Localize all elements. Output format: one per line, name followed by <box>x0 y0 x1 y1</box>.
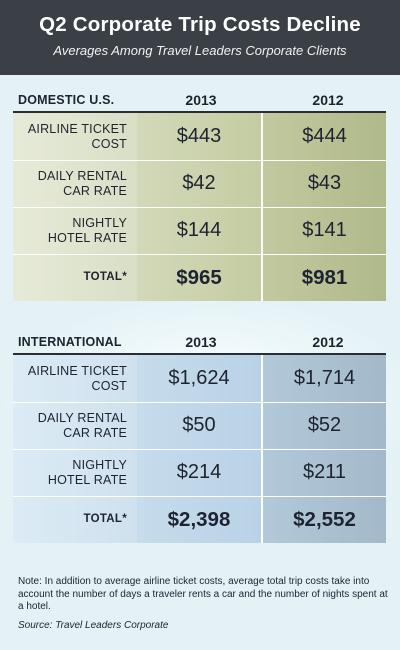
domestic-header-rule <box>13 111 386 113</box>
domestic-row-car: DAILY RENTAL CAR RATE $42 $43 <box>13 160 386 207</box>
international-section-label: INTERNATIONAL <box>18 335 122 349</box>
international-car-label: DAILY RENTAL CAR RATE <box>13 402 137 449</box>
domestic-car-label: DAILY RENTAL CAR RATE <box>13 160 137 207</box>
international-hotel-2012: $211 <box>263 449 386 496</box>
domestic-hotel-2013: $144 <box>137 207 261 254</box>
domestic-year-2013-header: 2013 <box>185 92 217 108</box>
international-total-2013: $2,398 <box>137 496 261 543</box>
infographic-subtitle: Averages Among Travel Leaders Corporate … <box>53 43 347 58</box>
international-car-2012: $52 <box>263 402 386 449</box>
footnote: Note: In addition to average airline tic… <box>18 576 388 612</box>
row-divider <box>13 254 386 255</box>
international-year-2013-header: 2013 <box>185 334 217 350</box>
column-divider <box>261 113 263 301</box>
infographic-title: Q2 Corporate Trip Costs Decline <box>39 13 361 36</box>
domestic-airline-2012: $444 <box>263 113 386 160</box>
international-airline-2013: $1,624 <box>137 355 261 402</box>
source-credit: Source: Travel Leaders Corporate <box>18 620 169 631</box>
domestic-airline-2013: $443 <box>137 113 261 160</box>
column-divider <box>261 355 263 543</box>
domestic-hotel-2012: $141 <box>263 207 386 254</box>
domestic-section: DOMESTIC U.S. 2013 2012 AIRLINE TICKET CO… <box>0 88 400 301</box>
international-row-hotel: NIGHTLY HOTEL RATE $214 $211 <box>13 449 386 496</box>
international-car-2013: $50 <box>137 402 261 449</box>
domestic-year-2012-header: 2012 <box>312 92 344 108</box>
domestic-table: AIRLINE TICKET COST $443 $444 DAILY RENTA… <box>13 113 386 301</box>
domestic-car-2013: $42 <box>137 160 261 207</box>
international-airline-label: AIRLINE TICKET COST <box>13 355 137 402</box>
domestic-total-2012: $981 <box>263 254 386 301</box>
international-hotel-2013: $214 <box>137 449 261 496</box>
domestic-total-2013: $965 <box>137 254 261 301</box>
domestic-header-row: DOMESTIC U.S. 2013 2012 <box>0 88 400 111</box>
international-total-2012: $2,552 <box>263 496 386 543</box>
domestic-car-2012: $43 <box>263 160 386 207</box>
international-row-total: TOTAL* $2,398 $2,552 <box>13 496 386 543</box>
row-divider <box>13 402 386 403</box>
international-year-2012-header: 2012 <box>312 334 344 350</box>
international-header-row: INTERNATIONAL 2013 2012 <box>0 330 400 353</box>
international-table: AIRLINE TICKET COST $1,624 $1,714 DAILY R… <box>13 355 386 543</box>
row-divider <box>13 449 386 450</box>
domestic-total-label: TOTAL* <box>13 254 137 301</box>
domestic-hotel-label: NIGHTLY HOTEL RATE <box>13 207 137 254</box>
domestic-row-hotel: NIGHTLY HOTEL RATE $144 $141 <box>13 207 386 254</box>
domestic-airline-label: AIRLINE TICKET COST <box>13 113 137 160</box>
infographic-header: Q2 Corporate Trip Costs Decline Averages… <box>0 0 400 75</box>
row-divider <box>13 160 386 161</box>
international-total-label: TOTAL* <box>13 496 137 543</box>
international-hotel-label: NIGHTLY HOTEL RATE <box>13 449 137 496</box>
international-row-car: DAILY RENTAL CAR RATE $50 $52 <box>13 402 386 449</box>
international-airline-2012: $1,714 <box>263 355 386 402</box>
row-divider <box>13 496 386 497</box>
domestic-row-total: TOTAL* $965 $981 <box>13 254 386 301</box>
international-header-rule <box>13 353 386 355</box>
international-row-airline: AIRLINE TICKET COST $1,624 $1,714 <box>13 355 386 402</box>
international-section: INTERNATIONAL 2013 2012 AIRLINE TICKET CO… <box>0 330 400 543</box>
domestic-section-label: DOMESTIC U.S. <box>18 93 115 107</box>
row-divider <box>13 207 386 208</box>
domestic-row-airline: AIRLINE TICKET COST $443 $444 <box>13 113 386 160</box>
